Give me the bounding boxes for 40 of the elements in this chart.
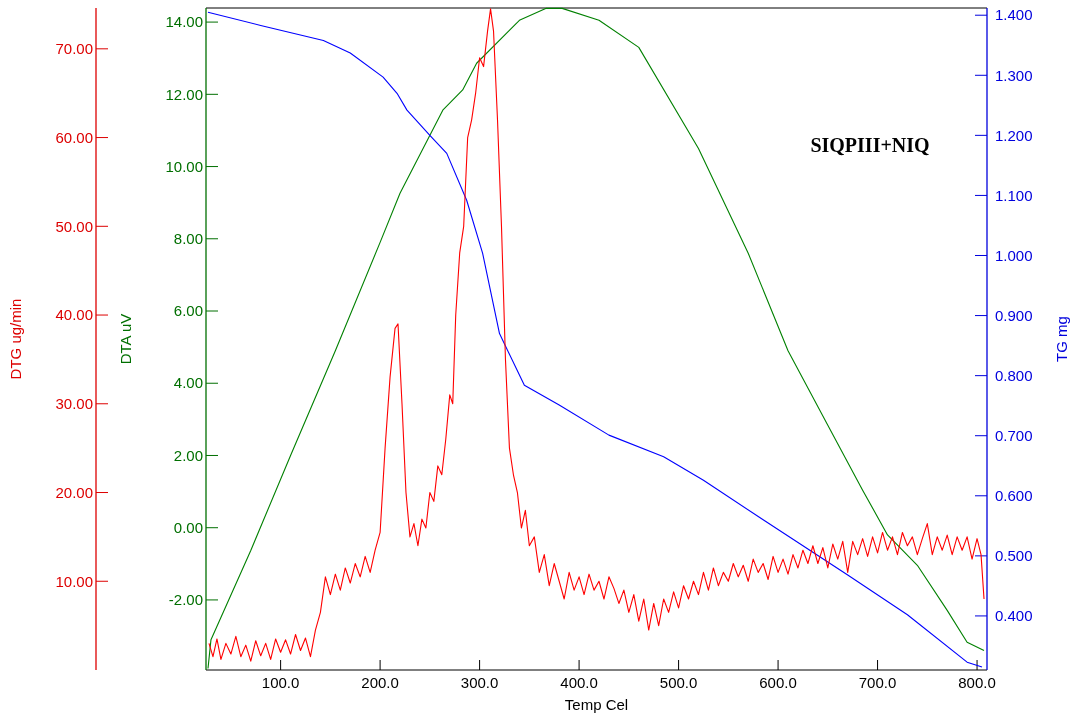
y2-tick-label: 0.900 [995,306,1033,324]
y2-tick-label: 1.400 [995,6,1033,24]
y3-tick-label: 40.00 [55,306,93,324]
y3-axis-title: DTG ug/min [7,298,24,380]
y-tick-label: 8.00 [173,230,203,248]
y3-tick-label: 20.00 [55,483,93,501]
y-tick-label: 4.00 [173,374,203,392]
y2-tick-label: 1.300 [995,66,1033,84]
y3-tick-label: 30.00 [55,395,93,413]
x-tick-label: 100.0 [261,674,300,691]
y3-tick-label: 10.00 [55,572,93,590]
x-tick-label: 400.0 [560,674,598,691]
x-tick-label: 500.0 [659,674,698,691]
x-axis-title: Temp Cel [564,696,629,713]
y2-tick-label: 0.800 [995,366,1033,384]
annotation: SIQPIII+NIQ [810,134,930,156]
y2-axis-title: TG mg [1053,316,1070,362]
y2-tick-label: 1.000 [995,246,1033,264]
y3-tick-label: 70.00 [55,40,93,58]
y2-tick-label: 0.500 [995,547,1033,565]
y2-tick-label: 0.600 [995,487,1033,505]
y2-tick-label: 0.400 [995,607,1033,625]
y2-tick-label: 1.200 [995,126,1033,144]
x-tick-label: 600.0 [759,674,797,691]
y3-tick-label: 50.00 [55,217,93,235]
x-tick-label: 300.0 [460,674,499,691]
y-tick-label: 14.00 [165,13,203,31]
y-tick-label: 6.00 [173,302,203,320]
y-tick-label: 12.00 [165,85,203,103]
x-tick-label: 800.0 [958,674,996,691]
y3-tick-label: 60.00 [55,128,93,146]
x-tick-label: 200.0 [361,674,399,691]
y2-tick-label: 1.100 [995,186,1033,204]
y-axis-title: DTA uV [117,313,134,365]
x-tick-label: 700.0 [858,674,897,691]
y-tick-label: 0.00 [173,518,203,536]
y-tick-label: 10.00 [165,157,203,175]
y-tick-label: -2.00 [168,591,203,609]
y2-tick-label: 0.700 [995,426,1033,444]
y-tick-label: 2.00 [173,446,203,464]
